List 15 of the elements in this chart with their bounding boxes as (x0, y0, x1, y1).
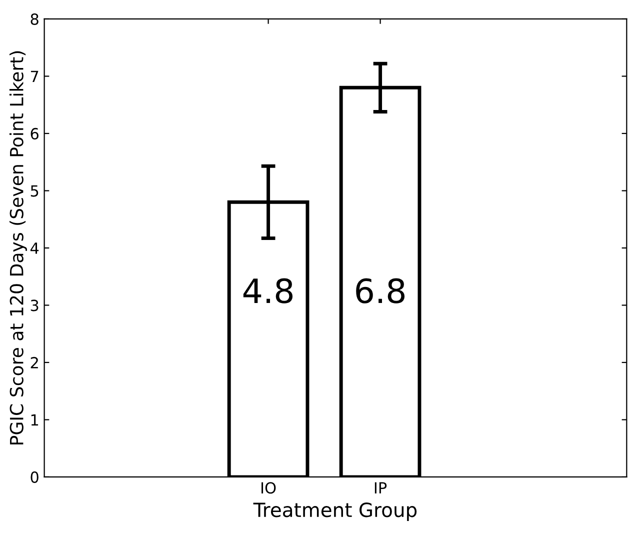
x-tick-label: IO (262, 482, 276, 494)
y-tick-label: 6 (30, 128, 38, 140)
y-tick-label: 0 (30, 471, 38, 483)
y-tick-label: 2 (30, 356, 38, 368)
y-tick-label: 4 (30, 242, 39, 254)
x-tick-label: IP (374, 482, 387, 494)
y-tick-label: 5 (30, 185, 38, 197)
y-tick-label: 7 (30, 70, 38, 82)
data-label: 6.8 (356, 278, 405, 304)
y-tick-label: 8 (30, 13, 38, 25)
data-label: 4.8 (243, 278, 293, 304)
y-axis-title: PGIC Score at 120 Days (Seven Point Likert) (9, 51, 27, 444)
x-axis-title: Treatment Group (253, 502, 417, 521)
y-tick-label: 3 (30, 300, 38, 312)
y-tick-label: 1 (31, 414, 38, 426)
